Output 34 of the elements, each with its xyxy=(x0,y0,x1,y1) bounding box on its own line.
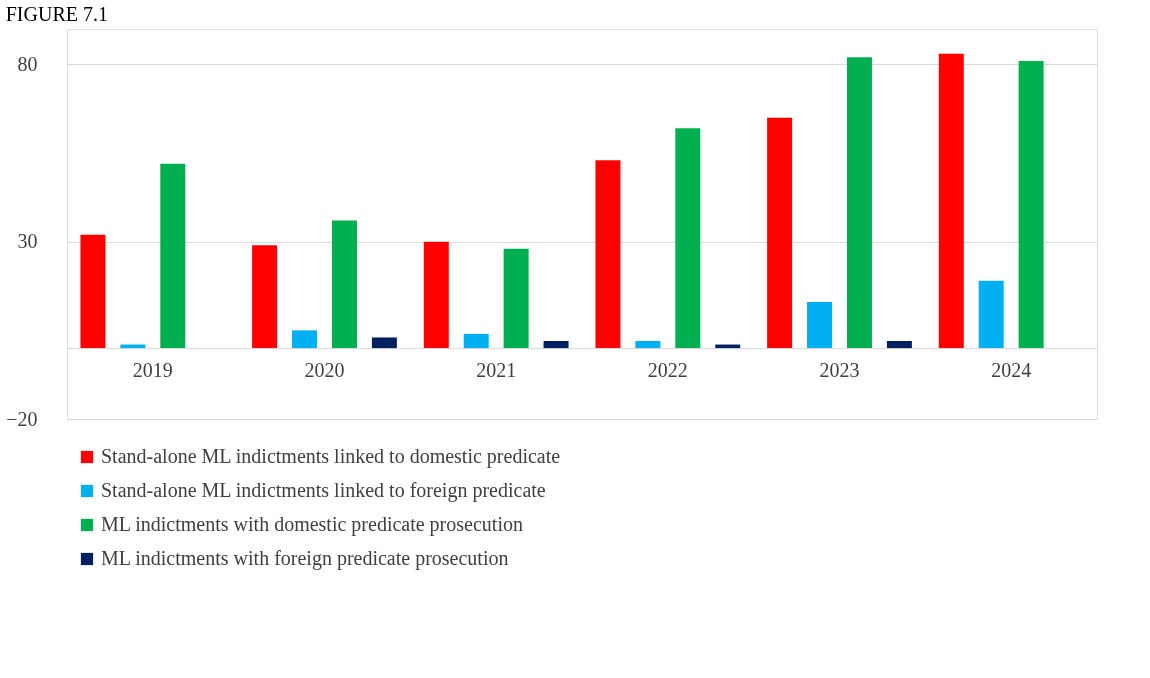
bar xyxy=(423,241,449,349)
legend-label: Stand-alone ML indictments linked to foreign predicate xyxy=(101,479,546,502)
bar xyxy=(807,302,833,349)
x-tick-label: 2022 xyxy=(647,358,688,381)
x-tick-label: 2023 xyxy=(819,358,860,381)
bar xyxy=(886,341,912,349)
bar xyxy=(292,330,318,349)
y-tick-label: 30 xyxy=(17,230,38,253)
y-tick-label: 80 xyxy=(17,52,38,75)
bar xyxy=(675,128,701,349)
legend-label: ML indictments with domestic predicate prosecution xyxy=(101,513,523,536)
bar xyxy=(252,245,278,349)
x-tick-label: 2024 xyxy=(991,358,1032,381)
y-tick-label: −20 xyxy=(6,407,38,430)
bar xyxy=(938,53,964,349)
bar xyxy=(331,220,357,349)
x-tick-label: 2020 xyxy=(304,358,345,381)
bar xyxy=(595,160,621,349)
bar xyxy=(503,248,529,349)
chart-title: FIGURE 7.1 xyxy=(5,3,108,25)
bar xyxy=(463,333,489,349)
bar xyxy=(371,337,397,349)
x-tick-label: 2021 xyxy=(476,358,517,381)
legend-label: ML indictments with foreign predicate prosecution xyxy=(101,547,509,570)
bar xyxy=(846,57,872,349)
x-tick-label: 2019 xyxy=(132,358,173,381)
bar xyxy=(160,163,186,349)
bar xyxy=(543,341,569,349)
bar xyxy=(1018,60,1044,349)
bar xyxy=(978,280,1004,349)
legend-label: Stand-alone ML indictments linked to domestic predicate xyxy=(101,445,561,468)
bar xyxy=(80,234,106,349)
bar xyxy=(767,117,793,349)
bar xyxy=(635,341,661,349)
